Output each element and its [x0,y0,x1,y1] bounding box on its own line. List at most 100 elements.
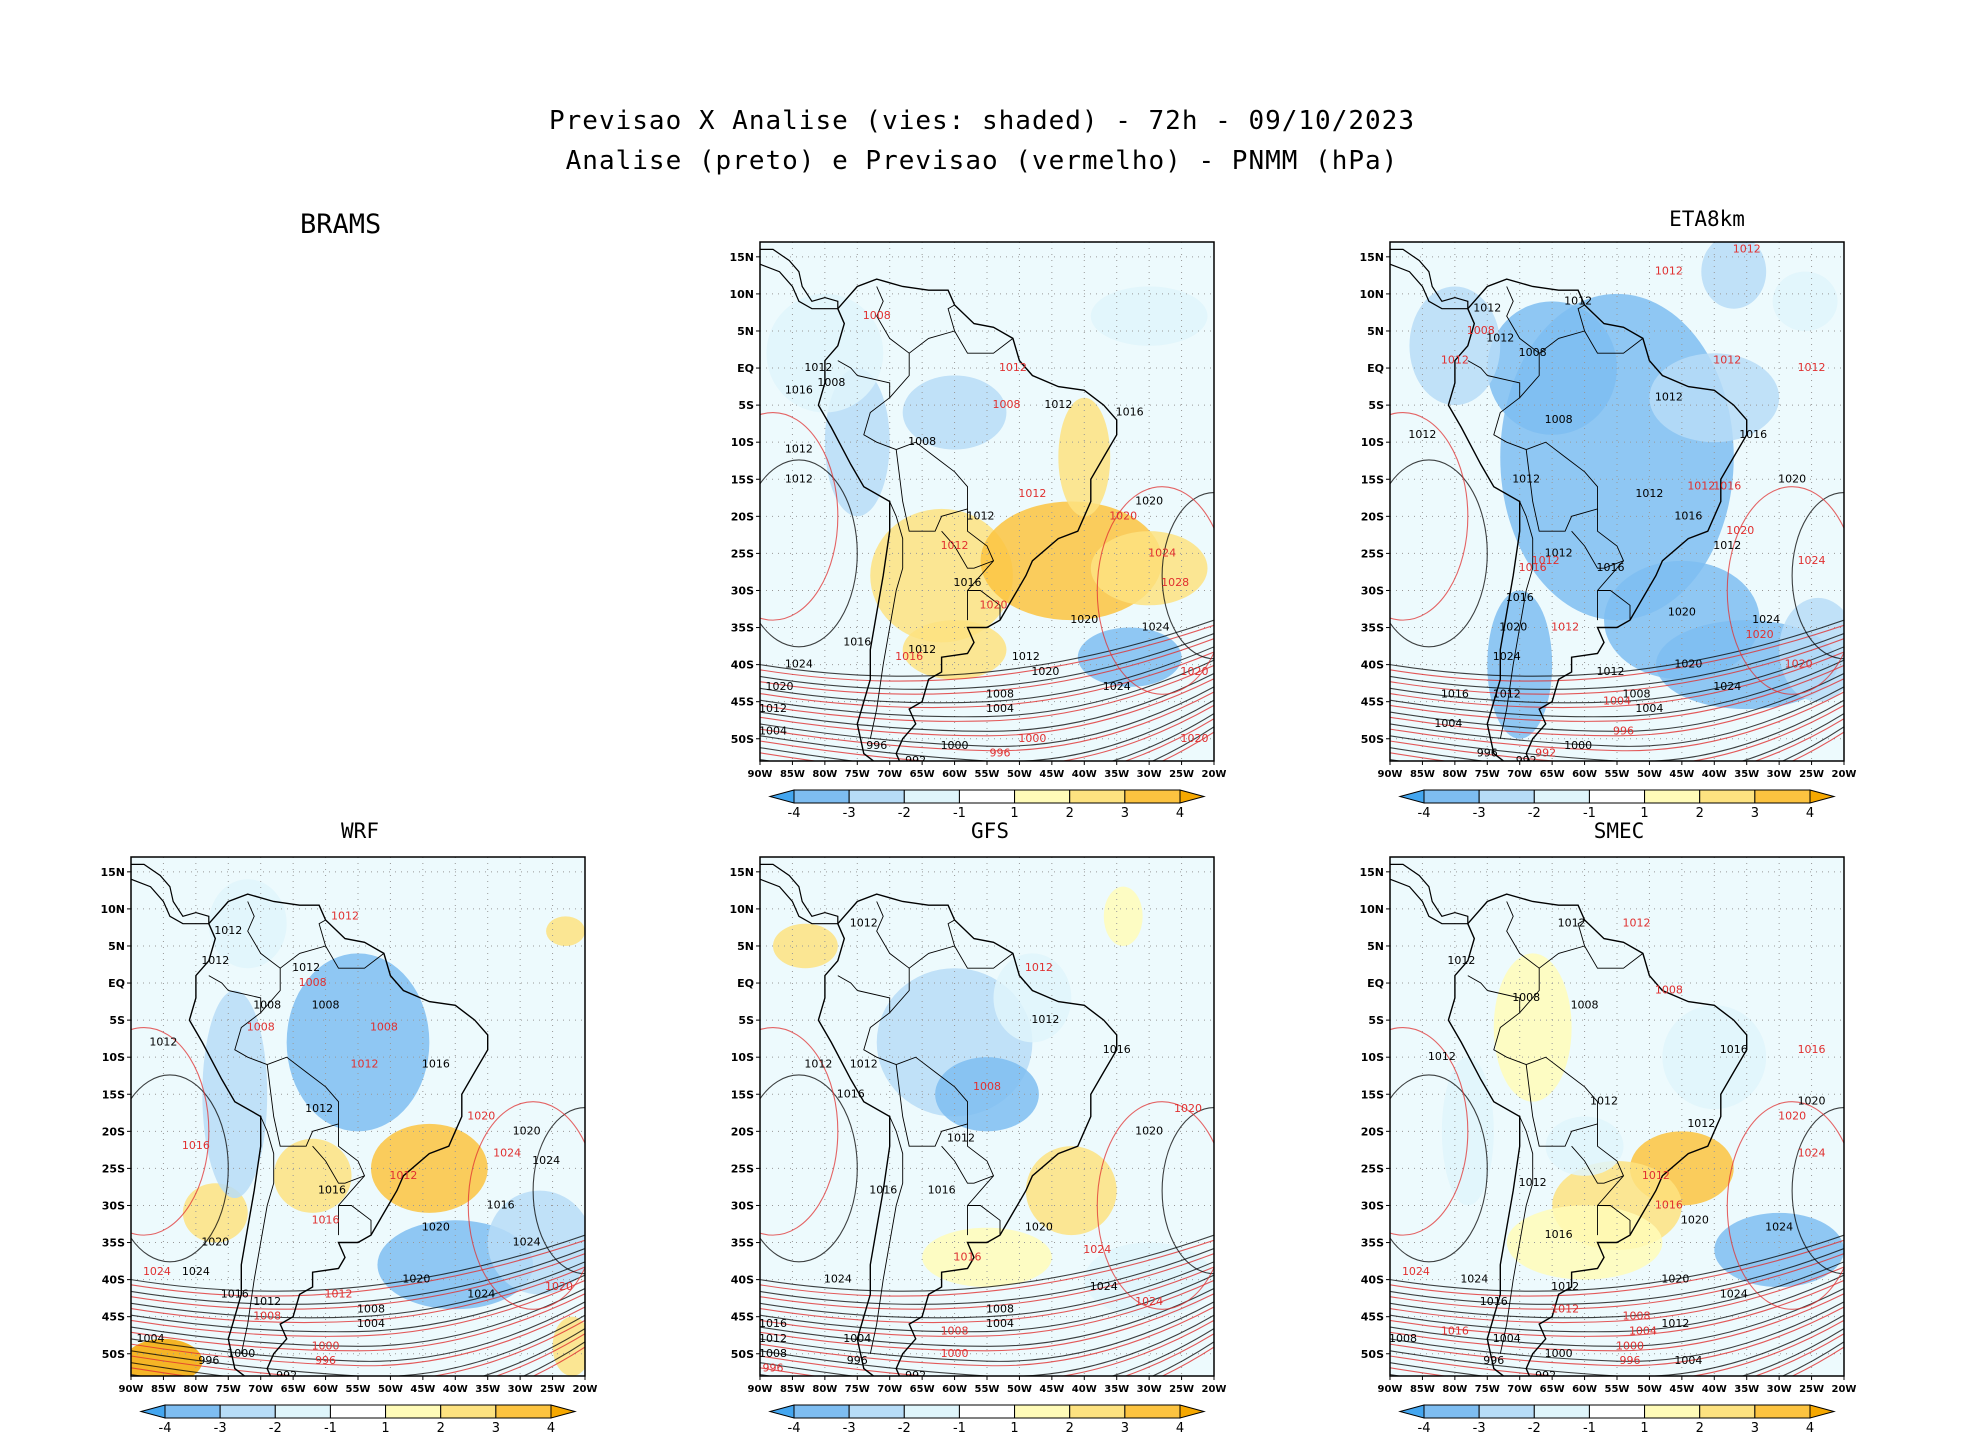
coastline [131,863,210,925]
y-tick-label: 15S [731,473,754,486]
bias-region [487,1190,585,1295]
colorbar-swatch [440,1404,497,1419]
analysis-contour-label: 1024 [467,1287,495,1300]
x-tick-label: 60W [942,769,967,780]
analysis-contour-label: 1012 [149,1035,177,1048]
isobar-ring [1726,1101,1844,1310]
y-tick-label: 5S [1368,1014,1384,1027]
panel-map-smec: 1012 1012 1008 1008 1012 1016 1012 1012 1020 1020… [1390,857,1844,1382]
y-tick-label: 30S [731,1199,754,1212]
analysis-contour-label: 1012 [850,1058,878,1071]
colorbar-swatch [1533,1404,1590,1419]
analysis-contour-label: 1020 [1778,472,1806,485]
x-tick-label: 80W [183,1384,208,1395]
analysis-isobar [760,619,1214,677]
analysis-contour-label: 1012 [1564,294,1592,307]
forecast-contour-label: 1012 [1551,621,1579,634]
y-tick-label: 10S [731,1051,754,1064]
colorbar-label: -2 [1528,1421,1541,1436]
analysis-contour-label: 1024 [824,1273,852,1286]
forecast-contour-label: 1000 [1018,732,1046,745]
analysis-contour-label: 1016 [1441,687,1469,700]
country-border [941,508,995,569]
analysis-contour-label: 1012 [1408,428,1436,441]
analysis-contour-label: 1020 [1070,613,1098,626]
forecast-isobar [1390,1306,1844,1367]
analysis-contour-label: 1012 [1558,917,1586,930]
y-tick-label: 20S [102,1125,125,1138]
analysis-contour-label: 1004 [1674,1354,1702,1367]
country-border [837,975,858,991]
analysis-isobar [1390,1301,1844,1362]
country-border [967,590,1001,621]
y-tick-label: 10S [731,436,754,449]
forecast-contour-label: 1020 [1726,524,1754,537]
colorbar-label: 3 [1751,1421,1759,1436]
colorbar-swatch [1754,789,1811,804]
colorbar-swatch [495,1404,552,1419]
y-tick-label: 20S [731,1125,754,1138]
analysis-contour-label: 1012 [1044,398,1072,411]
forecast-isobar [131,1253,585,1310]
analysis-contour-label: 992 [1535,1369,1556,1382]
coastline [1426,198,1491,220]
x-tick-label: 40W [1702,1384,1727,1395]
analysis-isobar [131,1314,585,1376]
x-tick-label: 25W [1799,1384,1824,1395]
x-tick-label: 60W [313,1384,338,1395]
colorbar-swatch [1533,789,1590,804]
analysis-contour-label: 1020 [1661,1273,1689,1286]
y-tick-label: 10S [102,1051,125,1064]
analysis-contour-label: 1008 [986,687,1014,700]
y-tick-label: 35S [1361,1237,1384,1250]
forecast-isobar [131,1306,585,1367]
x-tick-label: 85W [1410,1384,1435,1395]
forecast-isobar [760,638,1214,695]
x-tick-label: 70W [1507,1384,1532,1395]
country-border [325,945,385,969]
analysis-contour-label: 1004 [986,1317,1014,1330]
forecast-contour-label: 1020 [1746,628,1774,641]
isobar-ring [1390,1027,1469,1236]
bias-region [131,1338,203,1376]
forecast-contour-label: 1004 [1603,695,1631,708]
x-tick-label: 45W [1039,769,1064,780]
y-tick-label: 5N [108,940,125,953]
x-tick-label: 80W [812,769,837,780]
analysis-contour-label: 1020 [513,1124,541,1137]
forecast-contour-label: 1012 [1798,361,1826,374]
analysis-isobar [1390,1314,1844,1376]
x-tick-label: 40W [1072,1384,1097,1395]
country-border [876,901,910,1013]
forecast-contour-label: 1008 [1622,1310,1650,1323]
forecast-contour-label: 1016 [1655,1198,1683,1211]
analysis-contour-label: 1012 [1655,391,1683,404]
y-tick-label: 10N [1359,288,1384,301]
y-tick-label: 5S [109,1014,125,1027]
x-tick-label: 75W [845,1384,870,1395]
forecast-contour-label: 1008 [863,309,891,322]
analysis-isobar [1390,632,1844,690]
country-border [954,945,1014,969]
analysis-contour-label: 1008 [1519,346,1547,359]
colorbar-arrow-right [1809,1404,1836,1419]
colorbar-swatch [1014,1404,1071,1419]
analysis-contour-label: 1008 [1545,413,1573,426]
forecast-contour-label: 1024 [493,1147,521,1160]
colorbar-swatch [274,1404,331,1419]
bias-region [1090,531,1208,606]
analysis-isobar [1390,673,1844,732]
x-tick-label: 85W [1410,769,1435,780]
brams-label: BRAMS [300,209,382,240]
colorbar-arrow-left [1398,789,1425,804]
x-tick-label: 80W [812,1384,837,1395]
x-tick-label: 70W [248,1384,273,1395]
bias-region [1090,286,1208,346]
x-tick-label: 65W [1540,769,1565,780]
analysis-contour-label: 1008 [817,376,845,389]
y-tick-label: 30S [731,584,754,597]
colorbar-label: -2 [1528,806,1541,821]
analysis-contour-label: 1000 [941,739,969,752]
x-tick-label: 50W [1637,769,1662,780]
